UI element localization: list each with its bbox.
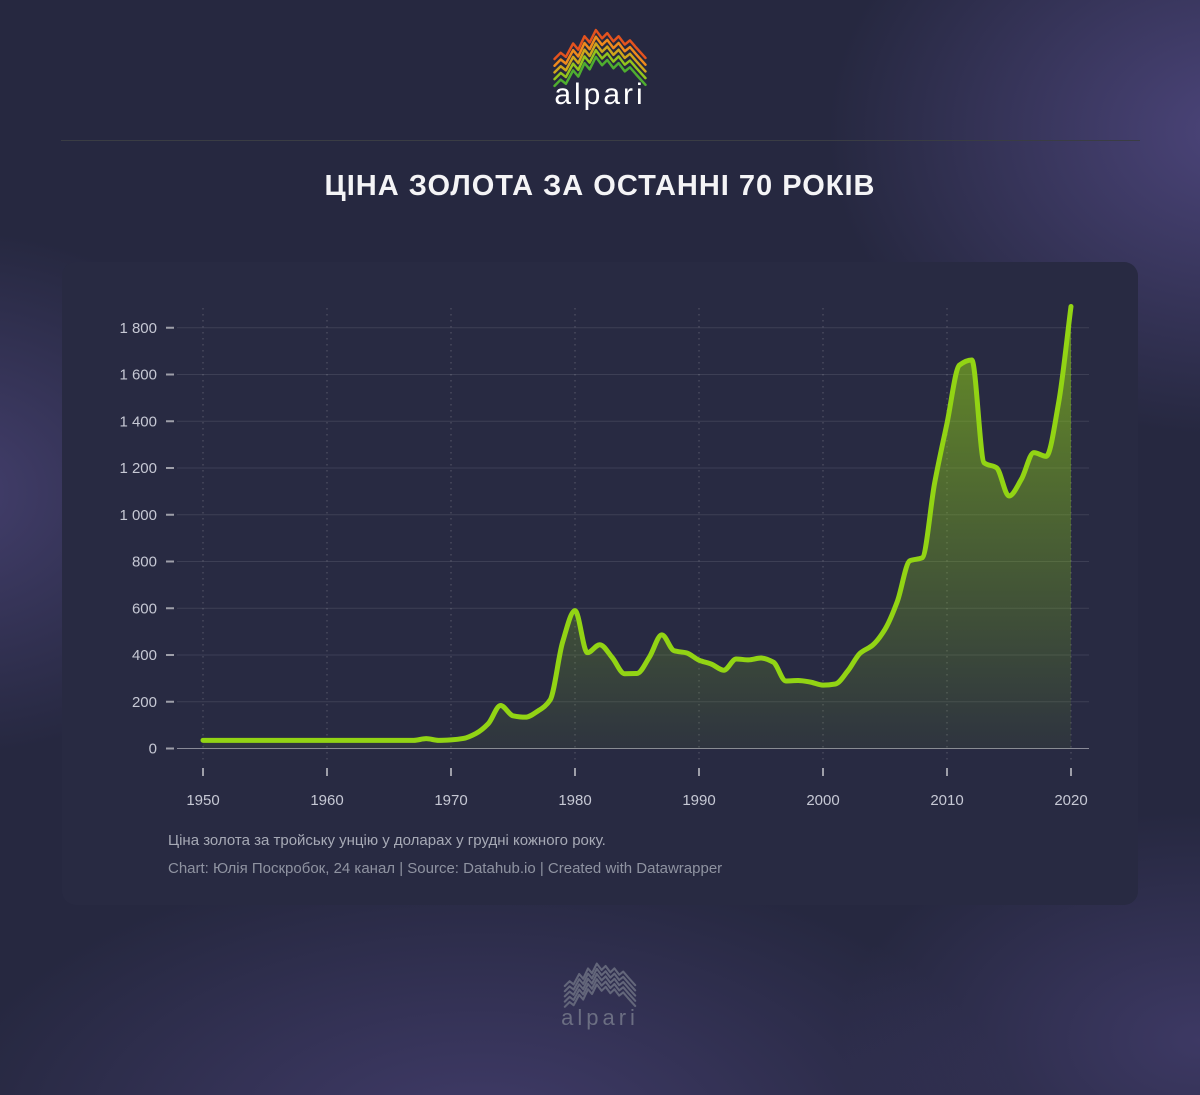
svg-text:2020: 2020 [1054,792,1087,809]
svg-text:1960: 1960 [310,792,343,809]
svg-text:1990: 1990 [682,792,715,809]
alpari-mountain-icon-gray [563,962,637,1008]
svg-text:1 400: 1 400 [119,413,157,430]
footer-logo [0,962,1200,1010]
svg-text:1 800: 1 800 [119,320,157,337]
svg-text:600: 600 [132,600,157,617]
svg-text:1970: 1970 [434,792,467,809]
svg-text:1980: 1980 [558,792,591,809]
svg-text:1950: 1950 [186,792,219,809]
svg-text:2000: 2000 [806,792,839,809]
page-title: ЦІНА ЗОЛОТА ЗА ОСТАННІ 70 РОКІВ [324,170,876,202]
header-logo [0,28,1200,90]
chart-panel: 0 200 400 600 800 1 000 1 200 1 400 1 600 1 800 19… [62,262,1138,905]
svg-text:1 600: 1 600 [119,367,157,384]
svg-text:200: 200 [132,694,157,711]
svg-text:800: 800 [132,554,157,571]
svg-text:1 200: 1 200 [119,460,157,477]
brand-wordmark: alpari [554,78,646,111]
gold-price-chart: 0 200 400 600 800 1 000 1 200 1 400 1 600 1 800 19… [119,303,1089,809]
header-divider [61,140,1140,141]
alpari-mountain-icon [553,28,647,88]
svg-text:0: 0 [149,741,157,758]
footer-wordmark: alpari [561,1005,639,1030]
chart-credit: Chart: Юлія Поскробок, 24 канал | Source… [168,860,723,877]
svg-text:2010: 2010 [930,792,963,809]
svg-text:400: 400 [132,647,157,664]
chart-note: Ціна золота за тройську унцію у доларах … [168,832,606,849]
svg-text:1 000: 1 000 [119,507,157,524]
